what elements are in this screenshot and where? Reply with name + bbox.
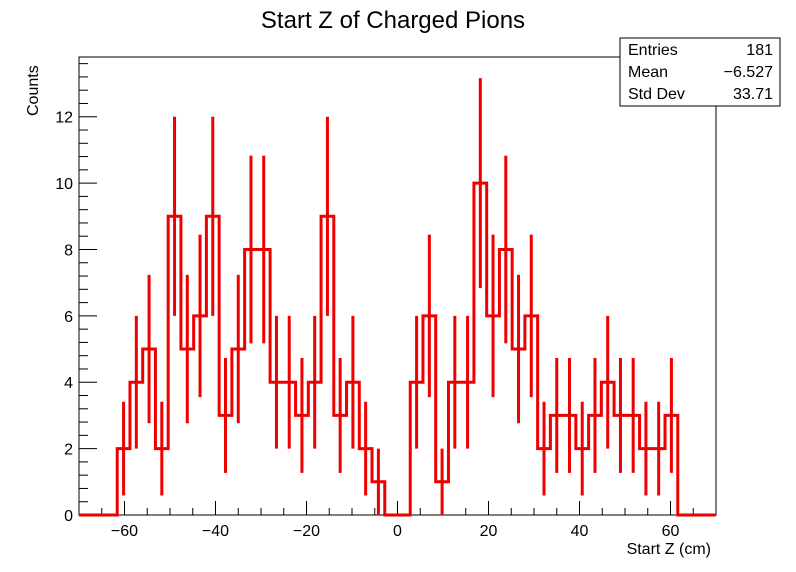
x-tick-label: −40 [202, 523, 229, 540]
histogram-line [79, 181, 716, 517]
x-tick-label: 0 [393, 523, 402, 540]
y-tick-label: 12 [55, 110, 73, 127]
x-tick-label: −20 [293, 523, 320, 540]
y-tick-label: 4 [64, 375, 73, 392]
stats-box: Entries 181 Mean −6.527 Std Dev 33.71 [619, 37, 781, 107]
stats-value: −6.527 [724, 64, 773, 81]
axis-tick-labels: −60 −40 −20 0 20 40 60 0 2 4 6 8 10 12 [55, 110, 679, 540]
y-tick-label: 8 [64, 242, 73, 259]
x-tick-label: 20 [480, 523, 498, 540]
stats-box-border [619, 37, 781, 107]
stats-label: Mean [628, 64, 668, 81]
y-tick-label: 0 [64, 508, 73, 525]
y-axis-label: Counts [25, 65, 42, 116]
stats-rows: Entries 181 Mean −6.527 Std Dev 33.71 [628, 42, 773, 103]
y-tick-label: 10 [55, 176, 73, 193]
y-tick-label: 2 [64, 442, 73, 459]
y-tick-label: 6 [64, 309, 73, 326]
x-tick-label: 60 [662, 523, 680, 540]
chart-title: Start Z of Charged Pions [261, 7, 525, 34]
stats-label: Std Dev [628, 86, 685, 103]
stats-value: 181 [746, 42, 773, 59]
x-tick-label: −60 [111, 523, 138, 540]
stats-label: Entries [628, 42, 678, 59]
x-axis-label: Start Z (cm) [627, 541, 711, 558]
stats-value: 33.71 [733, 86, 773, 103]
x-tick-label: 40 [571, 523, 589, 540]
